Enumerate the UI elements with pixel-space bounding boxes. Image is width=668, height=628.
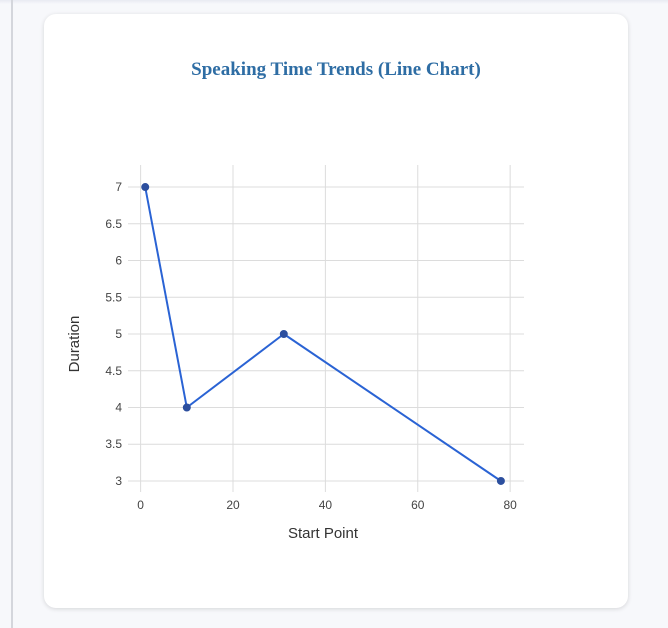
y-tick-label: 4 bbox=[115, 400, 122, 414]
top-shade bbox=[0, 0, 668, 4]
y-tick-label: 5.5 bbox=[105, 290, 122, 304]
x-tick-label: 60 bbox=[411, 498, 425, 512]
y-axis-ticks: 3 3.5 4 4.5 5 5.5 6 6.5 7 bbox=[105, 180, 122, 488]
x-tick-label: 20 bbox=[226, 498, 240, 512]
y-tick-label: 3 bbox=[115, 474, 122, 488]
y-tick-label: 6 bbox=[115, 254, 122, 268]
data-point bbox=[141, 183, 150, 192]
y-tick-label: 4.5 bbox=[105, 364, 122, 378]
y-tick-label: 5 bbox=[115, 327, 122, 341]
data-point bbox=[279, 330, 288, 339]
x-tick-label: 80 bbox=[503, 498, 517, 512]
data-point bbox=[182, 403, 191, 412]
line-chart: 33.544.555.566.57 0 20 40 60 80 Start Point … bbox=[66, 165, 524, 542]
chart-title: Speaking Time Trends (Line Chart) bbox=[191, 59, 481, 80]
data-point bbox=[496, 476, 505, 485]
x-axis-ticks: 0 20 40 60 80 bbox=[137, 498, 517, 512]
series-line bbox=[144, 186, 502, 482]
y-tick-label: 3.5 bbox=[105, 437, 122, 451]
series-layer bbox=[141, 183, 505, 485]
grid-lines bbox=[128, 165, 524, 492]
y-axis-label: Duration bbox=[66, 316, 83, 373]
chart-card: Speaking Time Trends (Line Chart) 3 3.5 4 4… bbox=[44, 14, 628, 608]
left-divider bbox=[11, 0, 13, 628]
x-axis-label: Start Point bbox=[288, 525, 359, 542]
y-tick-label: 7 bbox=[115, 180, 122, 194]
x-tick-label: 40 bbox=[319, 498, 333, 512]
y-tick-label: 6.5 bbox=[105, 217, 122, 231]
x-tick-label: 0 bbox=[137, 498, 144, 512]
